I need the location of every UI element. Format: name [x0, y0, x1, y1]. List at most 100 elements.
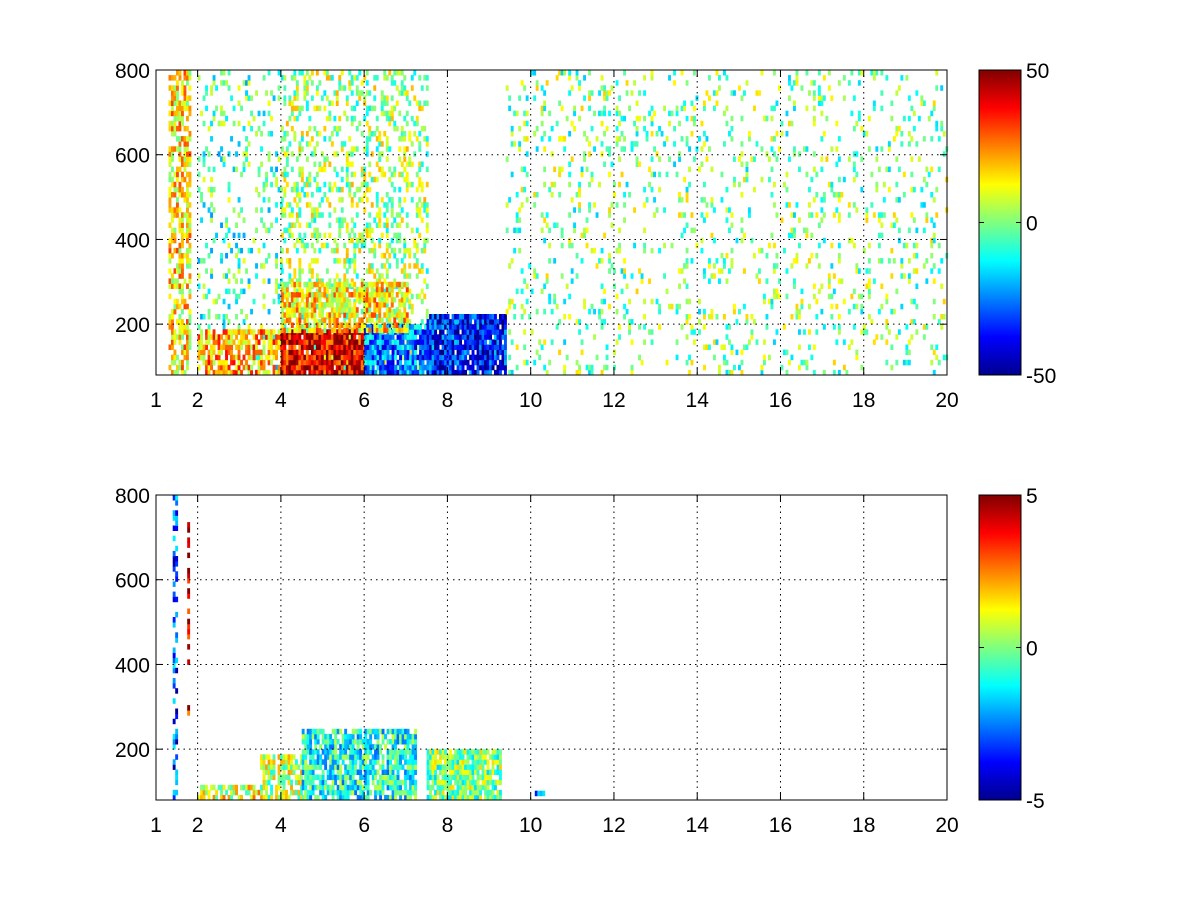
- heatmap-cell: [315, 319, 319, 325]
- heatmap-cell: [368, 105, 372, 112]
- heatmap-cell: [181, 273, 184, 279]
- heatmap-cell: [543, 90, 547, 96]
- heatmap-cell: [623, 70, 626, 76]
- heatmap-cell: [283, 136, 287, 142]
- heatmap-cell: [240, 339, 243, 345]
- heatmap-cell: [390, 202, 394, 208]
- heatmap-cell: [257, 354, 261, 361]
- heatmap-cell: [518, 141, 522, 147]
- heatmap-cell: [860, 308, 864, 315]
- heatmap-cell: [275, 176, 278, 183]
- heatmap-cell: [753, 186, 756, 193]
- heatmap-cell: [212, 110, 216, 117]
- heatmap-cell: [290, 769, 293, 775]
- heatmap-cell: [313, 317, 317, 323]
- heatmap-cell: [862, 247, 866, 254]
- heatmap-cell: [378, 207, 382, 213]
- heatmap-cell: [315, 278, 319, 284]
- heatmap-cell: [355, 327, 359, 334]
- heatmap-cell: [323, 136, 327, 142]
- heatmap-cell: [183, 141, 187, 147]
- heatmap-cell: [355, 286, 359, 293]
- heatmap-cell: [186, 202, 189, 208]
- heatmap-cell: [298, 292, 302, 298]
- heatmap-cell: [378, 297, 382, 303]
- heatmap-cell: [932, 263, 936, 269]
- heatmap-cell: [895, 90, 899, 96]
- heatmap-cell: [171, 237, 174, 244]
- heatmap-cell: [375, 278, 379, 284]
- heatmap-cell: [232, 207, 236, 213]
- heatmap-cell: [730, 349, 734, 356]
- heatmap-cell: [237, 232, 241, 239]
- heatmap-cell: [479, 339, 482, 345]
- heatmap-cell: [315, 303, 319, 310]
- heatmap-cell: [358, 232, 362, 239]
- heatmap-cell: [650, 329, 654, 335]
- heatmap-cell: [575, 253, 579, 259]
- heatmap-cell: [713, 273, 716, 279]
- heatmap-cell: [773, 293, 776, 300]
- heatmap-cell: [321, 779, 325, 786]
- heatmap-cell: [375, 115, 379, 122]
- heatmap-cell: [449, 359, 452, 366]
- heatmap-cell: [315, 297, 319, 303]
- heatmap-cell: [528, 314, 532, 320]
- heatmap-cell: [416, 354, 420, 361]
- heatmap-cell: [308, 181, 312, 188]
- heatmap-cell: [329, 784, 333, 791]
- heatmap-cell: [738, 85, 741, 91]
- heatmap-cell: [250, 308, 253, 315]
- heatmap-cell: [635, 100, 639, 106]
- heatmap-cell: [210, 349, 213, 356]
- heatmap-cell: [176, 136, 179, 142]
- heatmap-cell: [171, 314, 174, 320]
- heatmap-cell: [247, 349, 251, 356]
- heatmap-cell: [282, 784, 286, 791]
- heatmap-cell: [186, 258, 189, 264]
- heatmap-cell: [643, 227, 646, 234]
- heatmap-cell: [384, 349, 387, 356]
- heatmap-cell: [338, 344, 342, 350]
- heatmap-cell: [910, 171, 914, 178]
- heatmap-cell: [237, 354, 241, 361]
- heatmap-cell: [323, 327, 327, 334]
- heatmap-cell: [275, 784, 278, 791]
- heatmap-cell: [613, 283, 616, 289]
- heatmap-cell: [466, 334, 470, 340]
- heatmap-cell: [643, 90, 646, 96]
- heatmap-cell: [563, 298, 567, 305]
- heatmap-cell: [373, 217, 377, 223]
- heatmap-cell: [341, 749, 345, 755]
- heatmap-cell: [862, 329, 866, 335]
- heatmap-cell: [496, 344, 500, 350]
- heatmap-cell: [408, 181, 412, 188]
- heatmap-cell: [867, 288, 871, 295]
- heatmap-cell: [793, 258, 796, 264]
- heatmap-cell: [173, 278, 177, 284]
- heatmap-cell: [353, 322, 357, 328]
- heatmap-cell: [178, 303, 182, 310]
- heatmap-cell: [285, 364, 289, 371]
- heatmap-cell: [295, 307, 299, 313]
- heatmap-cell: [419, 354, 422, 361]
- heatmap-cell: [285, 258, 289, 264]
- heatmap-cell: [220, 369, 223, 376]
- heatmap-cell: [917, 156, 921, 162]
- heatmap-cell: [383, 253, 387, 259]
- heatmap-cell: [255, 339, 258, 345]
- heatmap-cell: [290, 100, 294, 106]
- top-plot-background: [156, 70, 947, 375]
- heatmap-cell: [290, 297, 294, 303]
- heatmap-cell: [915, 303, 919, 310]
- heatmap-cell: [365, 120, 369, 127]
- heatmap-cell: [718, 75, 721, 81]
- heatmap-cell: [860, 156, 864, 162]
- heatmap-cell: [227, 369, 231, 376]
- heatmap-cell: [331, 749, 335, 755]
- heatmap-cell: [305, 192, 309, 198]
- heatmap-cell: [325, 293, 329, 300]
- heatmap-cell: [578, 115, 581, 122]
- heatmap-cell: [895, 181, 899, 188]
- heatmap-cell: [305, 80, 309, 86]
